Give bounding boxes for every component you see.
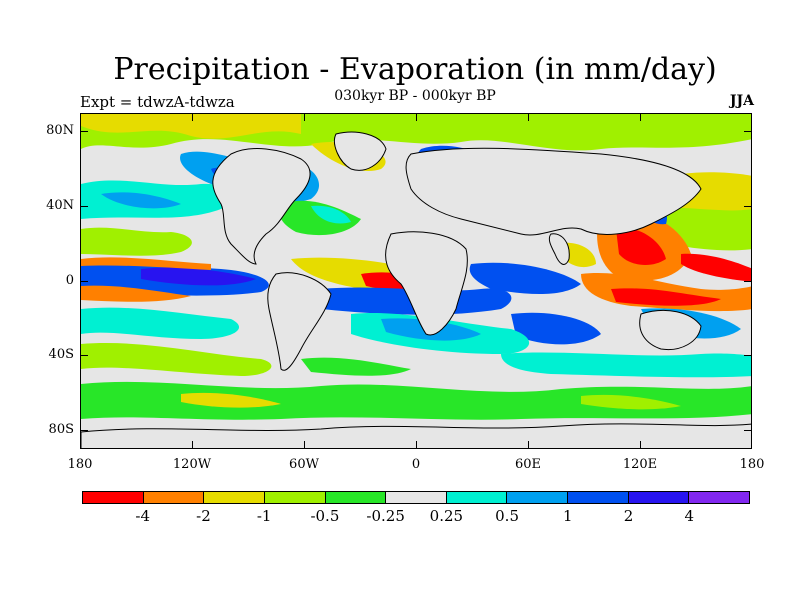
lat-tick xyxy=(80,430,88,431)
contour-region xyxy=(81,257,211,270)
continent-antarctica xyxy=(81,423,751,448)
lon-tick xyxy=(640,441,641,449)
lat-label-0: 0 xyxy=(65,273,74,288)
contour-region xyxy=(469,262,581,294)
colorbar-swatch xyxy=(568,492,629,503)
lon-label-0: 0 xyxy=(411,457,421,472)
colorbar xyxy=(82,491,750,504)
colorbar-tick-label: 4 xyxy=(684,507,695,525)
colorbar-swatch xyxy=(386,492,447,503)
contour-region xyxy=(501,352,751,378)
colorbar-tick-label: 0.5 xyxy=(495,507,519,525)
lat-label-40s: 40S xyxy=(48,347,74,362)
season-label: JJA xyxy=(729,93,754,109)
colorbar-tick-label: -0.25 xyxy=(366,507,405,525)
contour-region xyxy=(81,381,751,420)
contour-region xyxy=(81,114,301,139)
continent-australia xyxy=(639,309,702,351)
lon-tick xyxy=(528,441,529,449)
colorbar-swatch xyxy=(83,492,144,503)
lon-label-60w: 60W xyxy=(289,457,319,472)
contour-region xyxy=(81,307,240,339)
colorbar-swatch xyxy=(507,492,569,503)
lon-label-120e: 120E xyxy=(622,457,658,472)
experiment-label: Expt = tdwzA-tdwza xyxy=(80,93,235,111)
precipitation-map xyxy=(81,114,751,448)
continent-eurasia xyxy=(405,147,702,236)
colorbar-tick-label: -1 xyxy=(256,507,272,525)
continent-greenland xyxy=(334,131,387,171)
lat-tick xyxy=(80,281,88,282)
lon-tick xyxy=(192,441,193,449)
coastlines xyxy=(81,131,751,448)
contour-region xyxy=(81,342,272,376)
colorbar-tick-label: 2 xyxy=(623,507,634,525)
colorbar-swatch xyxy=(446,492,508,503)
lon-tick xyxy=(304,113,305,121)
contour-region xyxy=(616,228,666,266)
lon-label-60e: 60E xyxy=(514,457,542,472)
continent-india xyxy=(548,233,570,265)
lat-tick xyxy=(744,355,752,356)
lon-tick xyxy=(416,441,417,449)
colorbar-tick-label: 0.25 xyxy=(429,507,464,525)
continent-africa xyxy=(385,231,468,336)
colorbar-swatch xyxy=(143,492,205,503)
contour-region xyxy=(101,192,181,209)
contour-region xyxy=(181,392,281,408)
contour-region xyxy=(581,394,681,410)
lon-label-120w: 120W xyxy=(172,457,212,472)
contour-region xyxy=(81,285,191,302)
map-title: Precipitation - Evaporation (in mm/day) xyxy=(113,52,717,87)
colorbar-tick-label: -2 xyxy=(196,507,211,525)
lat-tick xyxy=(744,206,752,207)
colorbar-swatch xyxy=(204,492,265,503)
contour-region xyxy=(611,288,721,306)
lat-tick xyxy=(744,131,752,132)
lon-tick xyxy=(640,113,641,121)
contour-region xyxy=(279,200,361,236)
lat-tick xyxy=(80,355,88,356)
lon-label-180e: 180 xyxy=(739,457,765,472)
lat-tick xyxy=(80,131,88,132)
lat-tick xyxy=(80,206,88,207)
continent-south-america xyxy=(267,272,332,371)
contour-region xyxy=(301,357,411,376)
lat-tick xyxy=(744,281,752,282)
lat-label-40n: 40N xyxy=(46,198,74,213)
lat-label-80s: 80S xyxy=(48,422,74,437)
colorbar-tick-label: 1 xyxy=(563,507,573,525)
colorbar-swatch xyxy=(689,492,750,503)
colorbar-swatch xyxy=(325,492,387,503)
lon-tick xyxy=(416,113,417,121)
map-subtitle: 030kyr BP - 000kyr BP xyxy=(334,88,496,104)
lat-tick xyxy=(744,430,752,431)
lon-tick xyxy=(192,113,193,121)
map-panel xyxy=(80,113,752,449)
lon-label-180w: 180 xyxy=(67,457,93,472)
contour-region xyxy=(511,312,601,345)
lat-label-80n: 80N xyxy=(46,123,74,138)
colorbar-tick-label: -4 xyxy=(135,507,151,525)
contour-region xyxy=(681,253,751,282)
contour-region xyxy=(141,267,256,286)
lon-tick xyxy=(528,113,529,121)
continent-north-america xyxy=(212,148,311,265)
colorbar-swatch xyxy=(264,492,326,503)
colorbar-tick-label: -0.5 xyxy=(310,507,340,525)
contour-region xyxy=(81,227,192,256)
contour-region xyxy=(311,205,351,224)
lon-tick xyxy=(304,441,305,449)
colorbar-swatch xyxy=(628,492,690,503)
